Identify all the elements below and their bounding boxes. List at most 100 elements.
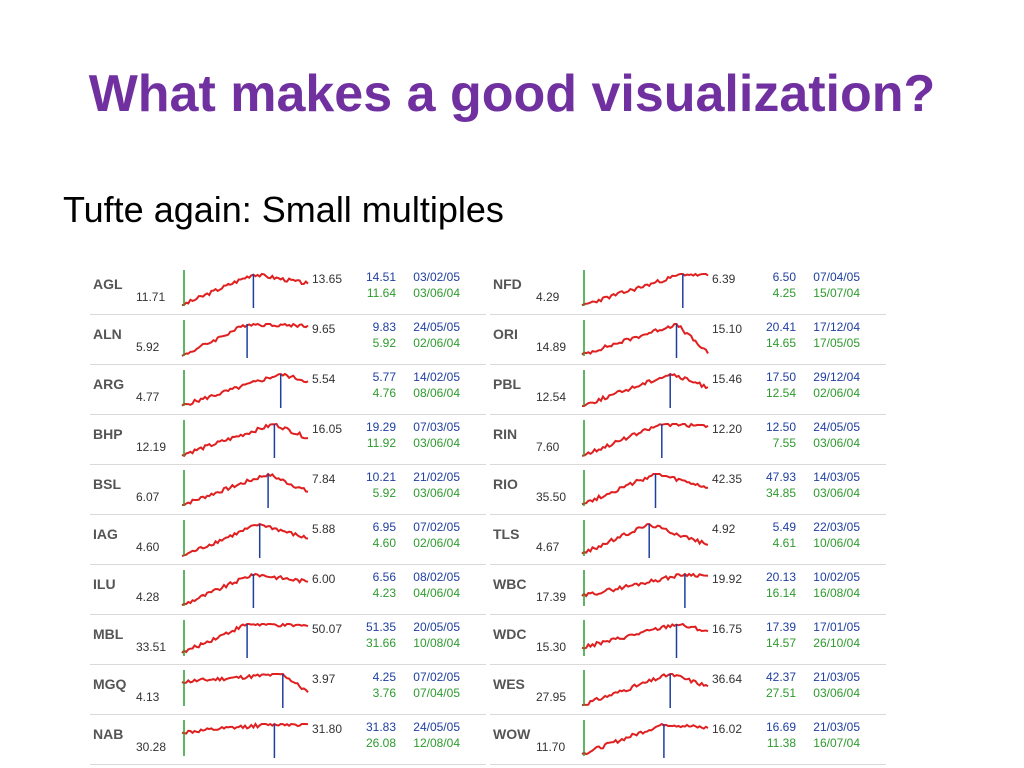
stock-row-wdc: WDC 15.30 16.75 17.39 14.57 17/01/05 26/10/04 (490, 614, 886, 665)
stock-row-pbl: PBL 12.54 15.46 17.50 12.54 29/12/04 02/06/04 (490, 364, 886, 415)
low-price: 34.85 (765, 486, 796, 500)
end-price: 31.80 (312, 722, 343, 736)
stock-ticker: MBL (93, 626, 124, 642)
high-date: 07/02/05 (413, 520, 460, 534)
high-date: 29/12/04 (813, 370, 860, 384)
end-price: 9.65 (312, 322, 336, 336)
sparkline (181, 420, 309, 458)
high-date: 22/03/05 (813, 520, 860, 534)
high-price: 5.77 (372, 370, 396, 384)
price-line (581, 622, 709, 650)
high-price: 4.25 (372, 670, 396, 684)
stock-row-ori: ORI 14.89 15.10 20.41 14.65 17/12/04 17/05/05 (490, 314, 886, 365)
start-price: 12.19 (136, 440, 167, 454)
stock-ticker: WES (493, 676, 525, 692)
low-date: 10/06/04 (813, 536, 860, 550)
sparkline (181, 620, 309, 658)
stock-ticker: WOW (493, 726, 531, 742)
low-date: 03/06/04 (413, 436, 460, 450)
high-date: 20/05/05 (413, 620, 460, 634)
high-price: 10.21 (365, 470, 396, 484)
stock-ticker: ILU (93, 576, 116, 592)
high-date: 17/01/05 (813, 620, 860, 634)
slide-title: What makes a good visualization? (88, 65, 936, 123)
start-price: 4.67 (536, 540, 560, 554)
high-date: 10/02/05 (813, 570, 860, 584)
stock-ticker: RIO (493, 476, 518, 492)
start-price: 4.28 (136, 590, 160, 604)
low-date: 03/06/04 (413, 486, 460, 500)
sparkline (181, 570, 309, 608)
high-date: 24/05/05 (413, 720, 460, 734)
stock-row-rio: RIO 35.50 42.35 47.93 34.85 14/03/05 03/06/04 (490, 464, 886, 515)
sparkline (181, 270, 309, 308)
stock-ticker: NAB (93, 726, 124, 742)
high-price: 6.56 (372, 570, 396, 584)
high-date: 24/05/05 (413, 320, 460, 334)
stock-row-arg: ARG 4.77 5.54 5.77 4.76 14/02/05 08/06/04 (90, 364, 486, 415)
stock-row-bhp: BHP 12.19 16.05 19.29 11.92 07/03/05 03/06/04 (90, 414, 486, 465)
start-price: 27.95 (536, 690, 567, 704)
stock-row-tls: TLS 4.67 4.92 5.49 4.61 22/03/05 10/06/04 (490, 514, 886, 565)
stock-ticker: ARG (93, 376, 125, 392)
high-date: 24/05/05 (813, 420, 860, 434)
low-date: 03/06/04 (813, 686, 860, 700)
high-price: 9.83 (372, 320, 396, 334)
end-price: 19.92 (712, 572, 743, 586)
start-price: 6.07 (136, 490, 160, 504)
stock-ticker: RIN (493, 426, 518, 442)
price-line (181, 522, 309, 557)
price-line (181, 272, 309, 307)
end-price: 16.75 (712, 622, 743, 636)
sparkline (581, 470, 709, 508)
sparkline (181, 320, 309, 358)
low-price: 4.23 (372, 586, 396, 600)
start-price: 14.89 (536, 340, 567, 354)
start-price: 12.54 (536, 390, 567, 404)
sparkline (181, 670, 309, 708)
price-line (581, 422, 709, 457)
start-price: 11.71 (136, 290, 166, 304)
high-price: 51.35 (365, 620, 396, 634)
high-price: 5.49 (772, 520, 796, 534)
end-price: 36.64 (712, 672, 743, 686)
high-price: 19.29 (365, 420, 396, 434)
low-date: 03/06/04 (413, 286, 460, 300)
sparkline (181, 370, 309, 408)
price-line (581, 673, 709, 707)
high-price: 47.93 (765, 470, 796, 484)
low-date: 12/08/04 (413, 736, 460, 750)
start-price: 4.60 (136, 540, 160, 554)
start-price: 7.60 (536, 440, 560, 454)
price-line (581, 522, 709, 555)
end-price: 3.97 (312, 672, 336, 686)
low-price: 16.14 (765, 586, 796, 600)
sparkline (581, 270, 709, 308)
sparkline (181, 720, 309, 758)
stock-ticker: ALN (93, 326, 122, 342)
price-line (581, 572, 709, 598)
low-date: 15/07/04 (813, 286, 860, 300)
sparkline (582, 370, 709, 408)
high-price: 42.37 (765, 670, 796, 684)
low-date: 17/05/05 (813, 336, 860, 350)
low-date: 04/06/04 (413, 586, 460, 600)
sparkline (581, 520, 709, 558)
stock-row-mgq: MGQ 4.13 3.97 4.25 3.76 07/02/05 07/04/05 (90, 664, 486, 715)
high-date: 07/02/05 (413, 670, 460, 684)
stock-table-left: AGL 11.71 13.65 14.51 11.64 03/02/05 03/06/04 A… (90, 264, 486, 765)
end-price: 42.35 (712, 472, 743, 486)
stock-row-wow: WOW 11.70 16.02 16.69 11.38 21/03/05 16/07/04 (490, 714, 886, 765)
end-price: 16.02 (712, 722, 743, 736)
end-price: 5.88 (312, 522, 336, 536)
end-price: 7.84 (312, 472, 336, 486)
stock-ticker: BHP (93, 426, 123, 442)
high-date: 21/03/05 (813, 670, 860, 684)
stock-row-wbc: WBC 17.39 19.92 20.13 16.14 10/02/05 16/08/04 (490, 564, 886, 615)
high-price: 14.51 (365, 270, 396, 284)
low-date: 02/06/04 (813, 386, 860, 400)
stock-row-wes: WES 27.95 36.64 42.37 27.51 21/03/05 03/06/04 (490, 664, 886, 715)
high-date: 14/02/05 (413, 370, 460, 384)
high-price: 17.50 (765, 370, 796, 384)
start-price: 15.30 (536, 640, 567, 654)
